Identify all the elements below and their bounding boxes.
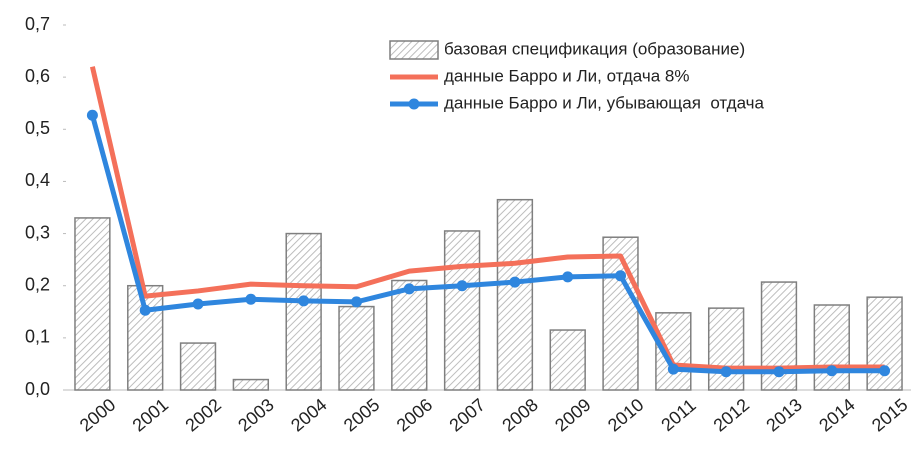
marker bbox=[192, 298, 204, 310]
marker bbox=[403, 283, 415, 295]
marker bbox=[826, 365, 838, 377]
x-tick-label: 2000 bbox=[76, 395, 120, 436]
bar bbox=[707, 307, 745, 391]
bar bbox=[391, 279, 428, 391]
bar bbox=[496, 198, 534, 391]
line bbox=[89, 66, 885, 371]
marker bbox=[298, 295, 310, 307]
legend-marker bbox=[408, 98, 420, 110]
bar bbox=[179, 342, 217, 391]
y-tick-label: 0,2 bbox=[25, 274, 50, 294]
x-tick-label: 2001 bbox=[129, 395, 173, 436]
x-tick-label: 2003 bbox=[234, 395, 278, 436]
bar bbox=[338, 305, 375, 391]
marker bbox=[245, 293, 257, 305]
x-tick-label: 2004 bbox=[287, 395, 331, 436]
legend-label: данные Барро и Ли, убывающая отдача bbox=[444, 93, 765, 112]
bar bbox=[813, 304, 850, 391]
marker bbox=[773, 366, 785, 378]
y-tick-label: 0,3 bbox=[25, 222, 50, 242]
legend-swatch bbox=[389, 40, 439, 60]
y-tick-label: 0,4 bbox=[25, 170, 50, 190]
y-tick-label: 0,1 bbox=[25, 327, 50, 347]
bar bbox=[232, 378, 270, 391]
marker bbox=[615, 270, 627, 282]
marker bbox=[879, 365, 891, 377]
marker bbox=[509, 276, 521, 288]
bar bbox=[74, 217, 111, 391]
x-tick-label: 2015 bbox=[868, 395, 911, 436]
bar bbox=[285, 232, 322, 391]
legend-label: данные Барро и Ли, отдача 8% bbox=[444, 66, 689, 85]
bar bbox=[443, 230, 481, 391]
marker bbox=[350, 296, 362, 308]
y-tick-label: 0,5 bbox=[25, 118, 50, 138]
bar bbox=[549, 329, 586, 391]
marker bbox=[720, 366, 732, 378]
x-tick-label: 2014 bbox=[815, 395, 859, 436]
marker bbox=[86, 109, 98, 121]
marker bbox=[562, 271, 574, 283]
x-tick-label: 2013 bbox=[762, 395, 806, 436]
y-tick-label: 0,0 bbox=[25, 379, 50, 399]
y-tick-label: 0,6 bbox=[25, 66, 50, 86]
x-tick-label: 2007 bbox=[446, 395, 490, 436]
x-tick-label: 2008 bbox=[498, 395, 542, 436]
x-tick-label: 2009 bbox=[551, 395, 595, 436]
x-tick-label: 2002 bbox=[181, 395, 225, 436]
x-tick-label: 2011 bbox=[657, 395, 700, 435]
x-tick-label: 2006 bbox=[393, 395, 437, 436]
x-tick-label: 2005 bbox=[340, 395, 384, 436]
y-tick-label: 0,7 bbox=[25, 14, 50, 34]
x-tick-label: 2010 bbox=[604, 395, 648, 436]
marker bbox=[139, 304, 151, 316]
bar bbox=[602, 236, 639, 391]
x-tick-label: 2012 bbox=[710, 395, 754, 436]
marker bbox=[667, 363, 679, 375]
line bbox=[89, 114, 885, 375]
marker bbox=[456, 280, 468, 292]
legend-label: базовая спецификация (образование) bbox=[444, 39, 745, 58]
